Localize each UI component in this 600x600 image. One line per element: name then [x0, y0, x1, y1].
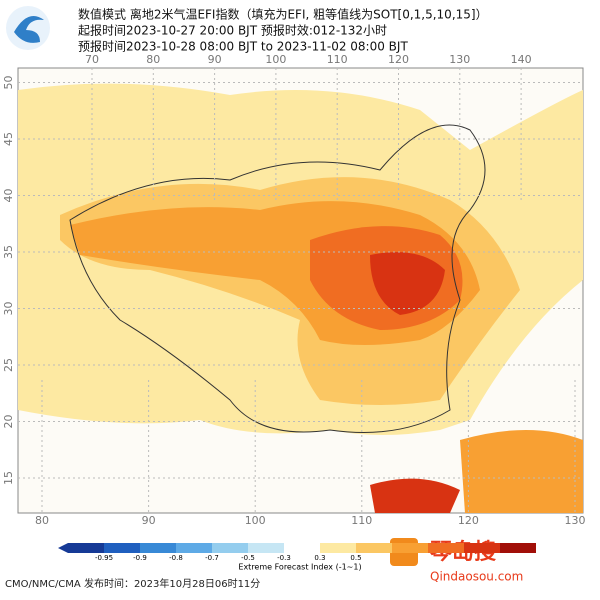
lon-label-bottom: 130 [565, 514, 586, 527]
colorbar-tick-label: -0.7 [205, 554, 219, 562]
colorbar-segment [392, 543, 428, 553]
colorbar-title: Extreme Forecast Index (-1~1) [238, 563, 361, 572]
lon-label-top: 120 [388, 53, 409, 66]
lon-label-bottom: 110 [351, 514, 372, 527]
colorbar-segment [140, 543, 176, 553]
lon-label-top: 100 [265, 53, 286, 66]
lon-label-bottom: 90 [142, 514, 156, 527]
colorbar-segment [464, 543, 500, 553]
colorbar-tick-label: -0.8 [169, 554, 183, 562]
efi-sea [370, 478, 460, 513]
lat-label: 15 [2, 471, 15, 485]
lon-label-top: 80 [146, 53, 160, 66]
lat-label: 50 [2, 76, 15, 90]
colorbar-tick-label: 0.3 [314, 554, 325, 562]
boundary [69, 124, 486, 433]
colorbar-tick-label: -0.95 [95, 554, 113, 562]
valid-time: 预报时间2023-10-28 08:00 BJT to 2023-11-02 0… [78, 39, 408, 54]
watermark-url: Qindaosou.com [430, 570, 523, 584]
colorbar-arrow-left [58, 543, 68, 553]
lat-label: 35 [2, 245, 15, 259]
colorbar-segment [356, 543, 392, 553]
lat-label: 40 [2, 189, 15, 203]
colorbar: Extreme Forecast Index (-1~1) [58, 543, 362, 572]
colorbar-segment [68, 543, 104, 553]
colorbar-segment [212, 543, 248, 553]
lon-label-top: 70 [85, 53, 99, 66]
lat-label: 30 [2, 302, 15, 316]
colorbar-tick-label: 0.5 [350, 554, 361, 562]
colorbar-segment [176, 543, 212, 553]
map [17, 67, 584, 514]
efi-highest [370, 252, 445, 315]
efi-sea-2 [460, 430, 583, 513]
lat-label: 45 [2, 132, 15, 146]
title: 数值模式 离地2米气温EFI指数（填充为EFI, 粗等值线为SOT[0,1,5,… [78, 7, 488, 22]
lon-label-top: 130 [449, 53, 470, 66]
colorbar-tick-label: -0.9 [133, 554, 147, 562]
lon-label-top: 140 [511, 53, 532, 66]
colorbar-segment [320, 543, 356, 553]
colorbar-segment [284, 543, 320, 553]
issue-time: 起报时间2023-10-27 20:00 BJT 预报时效:012-132小时 [78, 23, 387, 38]
lat-label: 25 [2, 358, 15, 372]
lon-label-top: 90 [208, 53, 222, 66]
colorbar-segment [500, 543, 536, 553]
lat-label: 20 [2, 415, 15, 429]
colorbar-segment [248, 543, 284, 553]
lon-label-bottom: 120 [458, 514, 479, 527]
logo [6, 6, 50, 50]
lon-label-bottom: 80 [35, 514, 49, 527]
colorbar-segment [104, 543, 140, 553]
lon-label-top: 110 [327, 53, 348, 66]
lon-label-bottom: 100 [245, 514, 266, 527]
footer: CMO/NMC/CMA 发布时间：2023年10月28日06时11分 [5, 577, 260, 590]
colorbar-segment [428, 543, 464, 553]
logo-mark [14, 16, 44, 43]
colorbar-tick-label: -0.3 [277, 554, 291, 562]
colorbar-tick-label: -0.5 [241, 554, 255, 562]
